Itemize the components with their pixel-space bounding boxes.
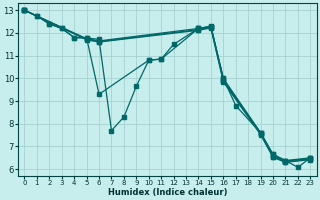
X-axis label: Humidex (Indice chaleur): Humidex (Indice chaleur) — [108, 188, 227, 197]
